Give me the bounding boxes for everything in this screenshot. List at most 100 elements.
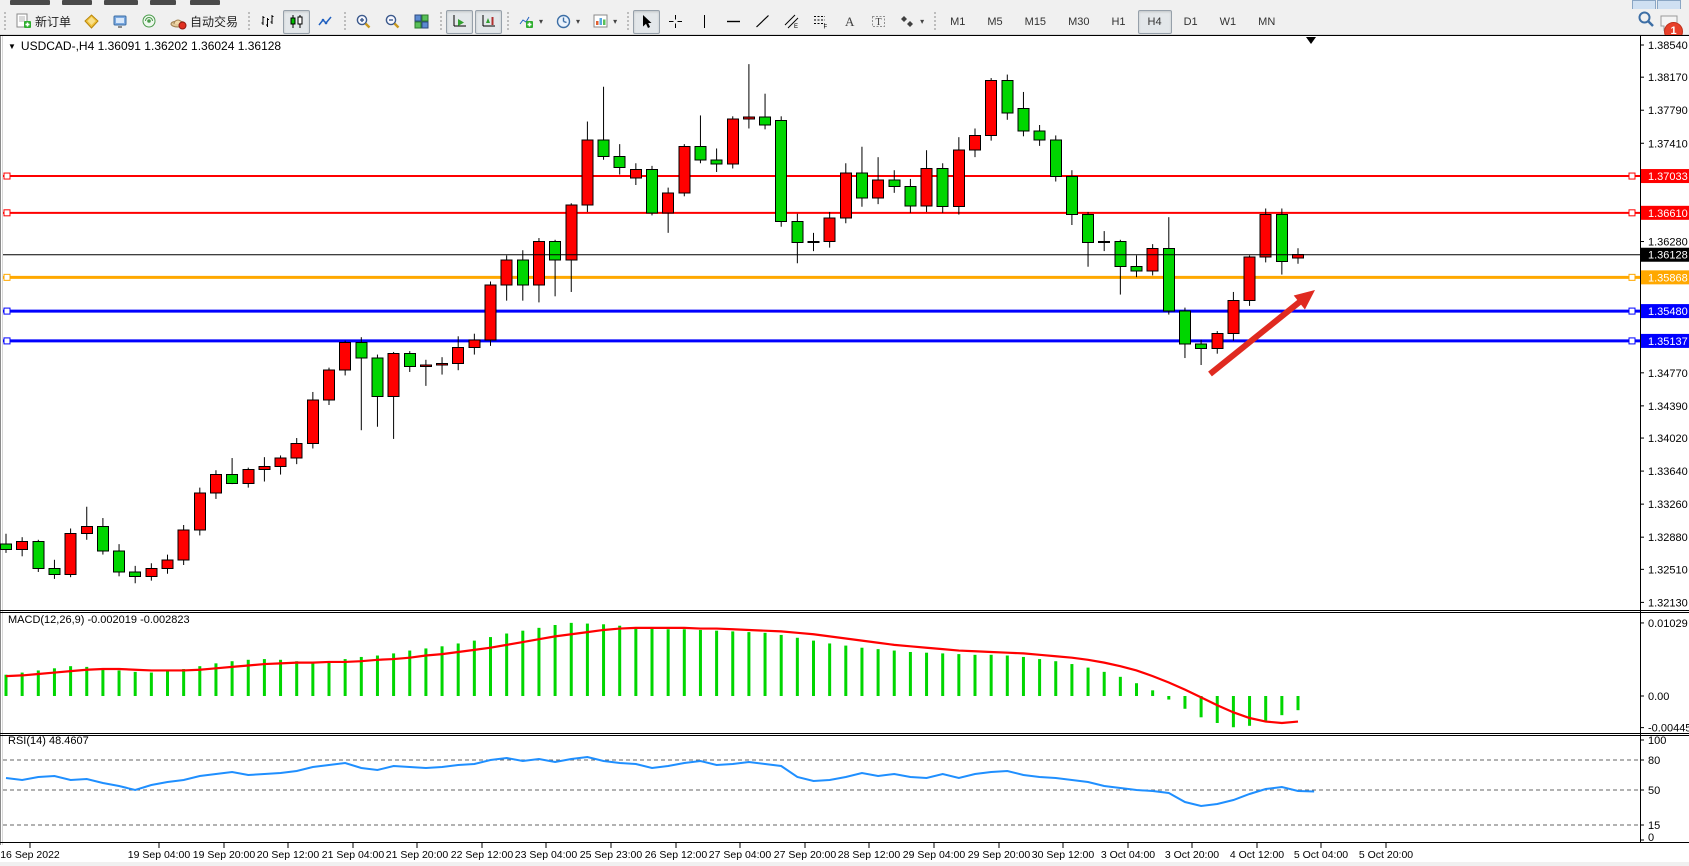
chevron-down-icon[interactable]: ▾ [576, 17, 581, 26]
svg-text:19 Sep 04:00: 19 Sep 04:00 [128, 849, 191, 861]
horizontal-line-1.37033[interactable] [3, 172, 1640, 180]
candle-chart-icon [288, 13, 305, 30]
timeframe-d1-button-label: D1 [1183, 15, 1198, 28]
toolbar-grip[interactable] [1, 11, 8, 32]
timeframe-m1-button[interactable]: M1 [940, 10, 975, 34]
svg-text:E: E [794, 24, 798, 30]
svg-text:27 Sep 04:00: 27 Sep 04:00 [709, 849, 772, 861]
bar-chart-button[interactable] [254, 10, 281, 34]
timeframe-m5-button[interactable]: M5 [977, 10, 1012, 34]
market-watch-button[interactable] [107, 10, 134, 34]
timeframe-m30-button[interactable]: M30 [1058, 10, 1099, 34]
svg-text:1.37790: 1.37790 [1648, 105, 1688, 117]
horizontal-line-1.35480[interactable] [3, 307, 1640, 315]
periods-icon [555, 13, 572, 30]
collapse-triangle-icon[interactable]: ▼ [8, 41, 16, 51]
svg-text:1.36128: 1.36128 [1648, 250, 1688, 262]
timeframe-h1-button-label: H1 [1111, 15, 1126, 28]
candle-chart-button[interactable] [283, 9, 311, 34]
macd-signal-line [5, 626, 1299, 725]
price-panel[interactable] [0, 37, 1641, 584]
timeframe-d1-button[interactable]: D1 [1174, 10, 1208, 34]
svg-text:29 Sep 04:00: 29 Sep 04:00 [903, 849, 966, 861]
text-tool-button[interactable]: A [836, 10, 863, 34]
horizontal-line-1.36610[interactable] [3, 209, 1640, 217]
svg-text:23 Sep 04:00: 23 Sep 04:00 [515, 849, 578, 861]
timeframe-w1-button[interactable]: W1 [1210, 10, 1247, 34]
toolbar-grip[interactable] [504, 11, 512, 32]
toolbar-grip[interactable] [341, 11, 349, 32]
chevron-down-icon[interactable]: ▾ [920, 17, 925, 26]
autotrading-button[interactable]: 自动交易 [165, 10, 243, 34]
trendline-tool-button[interactable] [749, 10, 776, 34]
new-order-button[interactable]: 新订单 [10, 10, 76, 34]
cut-off-toolbar-icon [10, 0, 50, 5]
cut-off-toolbar-icon [190, 0, 220, 5]
autotrading-button-label: 自动交易 [190, 15, 239, 29]
chevron-down-icon[interactable]: ▾ [539, 17, 544, 26]
timeframe-h4-button[interactable]: H4 [1137, 9, 1172, 34]
indicators-icon [518, 13, 535, 30]
toolbar-grip[interactable] [931, 11, 939, 32]
price-axis[interactable]: 1.38540 1.38170 1.37790 1.37410 1.36280 1.347… [1640, 35, 1689, 844]
horizontal-line-1.35868[interactable] [3, 273, 1640, 281]
svg-text:4 Oct 12:00: 4 Oct 12:00 [1230, 849, 1284, 861]
chart-title-text: USDCAD-,H4 1.36091 1.36202 1.36024 1.361… [20, 39, 282, 53]
indicators-button[interactable]: ▾ [513, 10, 548, 34]
toolbar-grip[interactable] [437, 11, 445, 32]
horizontal-line-1.35137[interactable] [3, 337, 1640, 345]
channel-tool-button[interactable]: E [778, 10, 805, 34]
timeframe-m15-button[interactable]: M15 [1015, 10, 1056, 34]
svg-text:1.37033: 1.37033 [1648, 171, 1688, 183]
svg-text:21 Sep 04:00: 21 Sep 04:00 [322, 849, 385, 861]
svg-text:1.35480: 1.35480 [1648, 306, 1688, 318]
periods-button[interactable]: ▾ [550, 10, 585, 34]
svg-text:3 Oct 04:00: 3 Oct 04:00 [1101, 849, 1155, 861]
cut-off-toolbar-icon [150, 0, 176, 5]
crosshair-tool-button[interactable] [662, 10, 689, 34]
arrows-icon [899, 13, 916, 30]
macd-panel[interactable] [4, 622, 1300, 728]
search-icon[interactable] [1637, 10, 1655, 33]
cursor-tool-button[interactable] [633, 9, 661, 34]
chat-icon[interactable]: 1 [1659, 12, 1685, 41]
chart-canvas[interactable]: 1.38540 1.38170 1.37790 1.37410 1.36280 1.347… [0, 35, 1689, 866]
svg-text:21 Sep 20:00: 21 Sep 20:00 [386, 849, 449, 861]
chart-shift-button[interactable] [475, 9, 503, 34]
templates-button[interactable]: ▾ [587, 10, 622, 34]
svg-text:5 Oct 04:00: 5 Oct 04:00 [1294, 849, 1348, 861]
rsi-panel[interactable] [3, 755, 1640, 826]
tile-windows-button[interactable] [408, 10, 435, 34]
cut-off-toolbar-icon [62, 0, 92, 5]
vertical-line-tool-button[interactable] [691, 10, 718, 34]
text-label-tool-button[interactable]: T [865, 10, 892, 34]
toolbar-grip[interactable] [624, 11, 632, 32]
signals-button[interactable] [136, 10, 163, 34]
svg-text:1.35137: 1.35137 [1648, 336, 1688, 348]
tile-windows-icon [413, 13, 430, 30]
svg-text:1.32880: 1.32880 [1648, 532, 1688, 544]
line-chart-button[interactable] [312, 10, 339, 34]
depth-of-market-button[interactable] [78, 10, 105, 34]
svg-text:25 Sep 23:00: 25 Sep 23:00 [580, 849, 643, 861]
timeframe-m30-button-label: M30 [1068, 15, 1090, 28]
svg-text:28 Sep 12:00: 28 Sep 12:00 [838, 849, 901, 861]
auto-scroll-button[interactable] [446, 9, 474, 34]
chart-shift-marker[interactable] [1306, 37, 1316, 44]
zoom-in-button[interactable] [350, 10, 377, 34]
market-watch-icon [112, 13, 129, 30]
svg-text:22 Sep 12:00: 22 Sep 12:00 [451, 849, 514, 861]
chart-window[interactable]: 1.38540 1.38170 1.37790 1.37410 1.36280 1.347… [0, 35, 1689, 866]
chevron-down-icon[interactable]: ▾ [613, 17, 618, 26]
toolbar-grip[interactable] [245, 11, 253, 32]
arrows-tool-button[interactable]: ▾ [894, 10, 929, 34]
main-toolbar: 新订单 自动交易 ▾ ▾ ▾ E F A T ▾ M1 M5 M15 M30 H1 H4 D1 W1 MN [0, 9, 1689, 35]
fibonacci-tool-button[interactable]: F [807, 10, 834, 34]
horizontal-line-tool-button[interactable] [720, 10, 747, 34]
trend-arrow[interactable] [1208, 290, 1315, 377]
timeframe-h1-button[interactable]: H1 [1101, 10, 1135, 34]
time-axis[interactable]: 16 Sep 2022 19 Sep 04:00 19 Sep 20:00 20 Se… [0, 843, 1413, 861]
zoom-out-button[interactable] [379, 10, 406, 34]
timeframe-mn-button[interactable]: MN [1248, 10, 1285, 34]
